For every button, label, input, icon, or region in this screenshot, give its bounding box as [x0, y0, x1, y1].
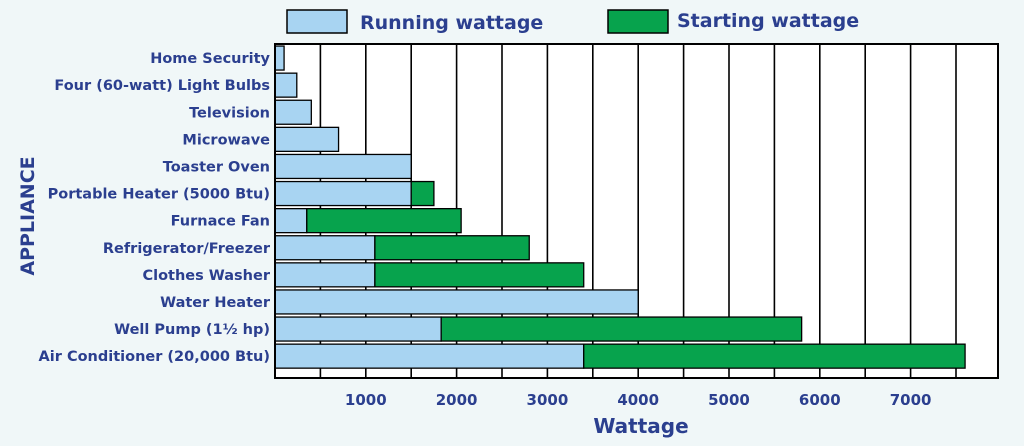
category-label: Furnace Fan: [171, 214, 270, 230]
bar-running: [274, 207, 308, 234]
bar-running: [274, 153, 412, 180]
bar-running: [274, 235, 376, 261]
bar-starting: [440, 316, 803, 342]
category-labels: Home Security Four (60-watt) Light Bulbs T…: [39, 51, 271, 365]
category-label: Television: [189, 105, 270, 121]
bar-running: [274, 343, 585, 369]
bar-starting: [583, 343, 966, 369]
legend-swatch-starting: [607, 9, 669, 34]
bar-running: [274, 289, 639, 315]
x-tick-label: 3000: [527, 391, 569, 409]
x-axis-title: Wattage: [593, 414, 688, 438]
category-label: Well Pump (1½ hp): [114, 322, 270, 338]
bar-running: [274, 262, 376, 288]
bar-running: [274, 316, 442, 342]
category-label: Home Security: [150, 51, 270, 67]
x-tick-label: 4000: [617, 391, 659, 409]
bar-starting: [410, 180, 435, 207]
bar-starting: [306, 207, 462, 234]
category-label: Portable Heater (5000 Btu): [48, 187, 270, 203]
legend-label-starting: Starting wattage: [677, 10, 859, 32]
bar-running: [274, 180, 412, 207]
bar-running: [274, 45, 285, 71]
plot-frame: [274, 43, 999, 379]
bar-running: [274, 72, 298, 98]
category-label: Refrigerator/Freezer: [103, 241, 271, 257]
category-label: Air Conditioner (20,000 Btu): [39, 349, 270, 365]
category-label: Toaster Oven: [163, 159, 270, 175]
x-tick-label: 2000: [436, 391, 478, 409]
legend: Running wattage Starting wattage: [286, 9, 859, 34]
x-tick-label: 6000: [799, 391, 841, 409]
y-axis-title: APPLIANCE: [17, 156, 39, 275]
x-tick-label: 5000: [708, 391, 750, 409]
legend-label-running: Running wattage: [360, 12, 543, 34]
bar-running: [274, 126, 340, 152]
x-tick-label: 1000: [345, 391, 387, 409]
bar-starting: [374, 262, 585, 288]
category-label: Water Heater: [160, 295, 271, 311]
bars: [274, 45, 966, 369]
category-label: Four (60-watt) Light Bulbs: [54, 78, 270, 94]
category-label: Clothes Washer: [142, 268, 270, 284]
legend-swatch-running: [286, 9, 348, 34]
category-label: Microwave: [182, 132, 270, 148]
bar-starting: [374, 235, 530, 261]
x-tick-label: 7000: [890, 391, 932, 409]
bar-running: [274, 99, 312, 125]
x-tick-labels: 1000 2000 3000 4000 5000 6000 7000: [345, 391, 932, 409]
